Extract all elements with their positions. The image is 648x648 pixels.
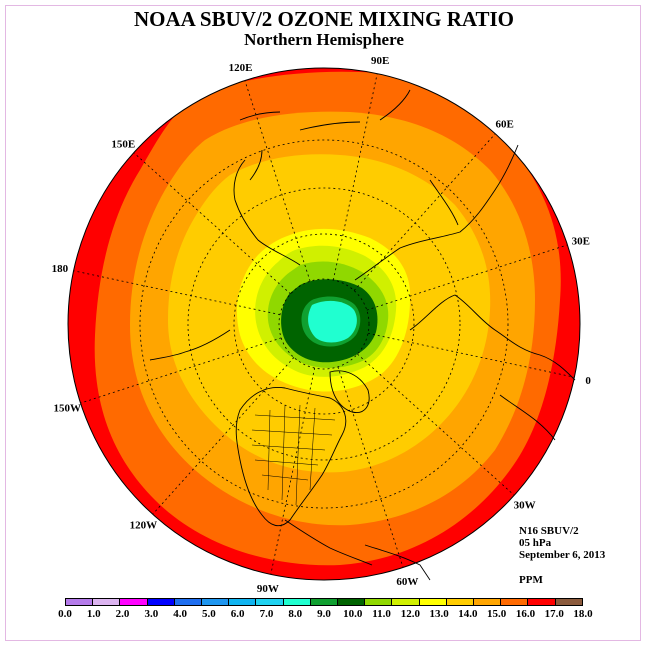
colorbar-tick-label: 0.0	[58, 608, 72, 620]
longitude-label: 150E	[111, 138, 135, 150]
longitude-label: 0	[585, 375, 591, 387]
longitude-label: 150W	[53, 402, 81, 414]
colorbar-segment	[338, 599, 366, 605]
longitude-line	[367, 332, 575, 378]
colorbar-tick-label: 12.0	[400, 608, 420, 620]
longitude-label: 90E	[371, 55, 389, 67]
longitude-label: 60W	[396, 576, 418, 588]
pressure-level-label: 05 hPa	[519, 537, 552, 549]
colorbar-tick-label: 7.0	[259, 608, 274, 620]
chart-subtitle: Northern Hemisphere	[244, 30, 404, 49]
asia-coast	[354, 144, 519, 281]
colorbar-tick-label: 11.0	[372, 608, 391, 620]
colorbar-tick-label: 17.0	[544, 608, 564, 620]
north-america-coast	[235, 387, 347, 527]
colorbar-tick-label: 3.0	[144, 608, 159, 620]
south-america-coast	[364, 544, 431, 581]
central-america-coast	[284, 519, 373, 566]
figure-frame	[5, 5, 641, 641]
longitude-line	[152, 357, 295, 515]
ozone-contours	[68, 68, 580, 580]
colorbar-segment	[174, 599, 203, 605]
colorbar-segment	[446, 599, 475, 605]
longitude-label: 180	[52, 263, 69, 275]
japan-coast	[249, 149, 263, 181]
longitude-line	[357, 353, 515, 496]
longitude-line	[80, 337, 282, 404]
longitude-line	[366, 244, 568, 311]
coastlines	[149, 89, 576, 581]
latitude-grid	[139, 139, 509, 509]
colorbar-segment	[93, 599, 121, 605]
contour-7-8	[308, 300, 357, 343]
colorbar-segment	[283, 599, 311, 605]
colorbar-segment	[66, 599, 94, 605]
colorbar-ticks: 0.0 1.0 2.0 3.0 4.0 5.0 6.0 7.0 8.0 9.0 10.0 11.0 12…	[0, 608, 648, 622]
colorbar-tick-label: 15.0	[487, 608, 507, 620]
colorbar-segment	[392, 599, 420, 605]
longitude-label: 120W	[130, 520, 158, 532]
lat-circle-70	[233, 233, 415, 415]
instrument-label: N16 SBUV/2	[519, 525, 579, 537]
longitude-line	[73, 270, 281, 316]
longitude-label: 90W	[257, 583, 279, 595]
colorbar-segment	[310, 599, 339, 605]
india-coast	[429, 179, 459, 226]
colorbar-segment	[474, 599, 502, 605]
colorbar-tick-label: 1.0	[86, 608, 101, 620]
longitude-line	[332, 73, 378, 281]
colorbar-segment	[120, 599, 148, 605]
colorbar-segment	[147, 599, 175, 605]
colorbar-tick-label: 16.0	[515, 608, 536, 620]
lat-circle-50	[139, 139, 509, 509]
map-boundary	[67, 67, 581, 581]
colorbar-tick-label: 10.0	[343, 608, 363, 620]
alaska-coast	[149, 329, 231, 361]
chart-title: NOAA SBUV/2 OZONE MIXING RATIO	[134, 7, 514, 31]
longitude-label: 30W	[514, 500, 536, 512]
east-asia-coast	[239, 89, 411, 131]
colorbar-tick-label: 13.0	[429, 608, 449, 620]
colorbar-tick-label: 8.0	[288, 608, 303, 620]
greenland-coast	[329, 370, 370, 413]
longitude-line	[133, 152, 291, 295]
colorbar-tick-label: 5.0	[202, 608, 216, 620]
siberia-coast	[233, 159, 301, 266]
colorbar-segment	[528, 599, 556, 605]
date-label: September 6, 2013	[519, 549, 606, 561]
colorbar-segment	[256, 599, 284, 605]
colorbar-segment	[229, 599, 257, 605]
longitude-labels: 0 30E 60E 90E 120E 150E 180 150W 120W 90W 60W 30W	[52, 55, 592, 595]
plot-info: N16 SBUV/2 05 hPa September 6, 2013	[519, 525, 605, 561]
units-label: PPM	[519, 574, 543, 586]
colorbar-tick-label: 9.0	[317, 608, 331, 620]
colorbar-tick-label: 4.0	[173, 608, 187, 620]
colorbar-segment	[555, 599, 582, 605]
africa-coast	[499, 394, 556, 441]
lat-circle-80	[278, 278, 370, 370]
colorbar-segment	[202, 599, 230, 605]
colorbar-tick-label: 18.0	[573, 608, 593, 620]
longitude-label: 30E	[572, 236, 590, 248]
longitude-line	[337, 366, 404, 568]
colorbar	[65, 598, 583, 606]
colorbar-tick-label: 14.0	[458, 608, 478, 620]
colorbar-tick-label: 6.0	[230, 608, 245, 620]
europe-coast	[409, 294, 576, 381]
longitude-line	[270, 367, 316, 575]
longitude-label: 120E	[229, 62, 253, 74]
longitude-line	[244, 80, 311, 282]
colorbar-segment	[365, 599, 393, 605]
colorbar-tick-label: 2.0	[115, 608, 130, 620]
colorbar-segment	[501, 599, 529, 605]
us-grid	[251, 404, 336, 506]
longitude-label: 60E	[495, 118, 513, 130]
colorbar-segment	[419, 599, 447, 605]
longitude-grid	[73, 73, 575, 575]
lat-circle-60	[187, 187, 461, 461]
